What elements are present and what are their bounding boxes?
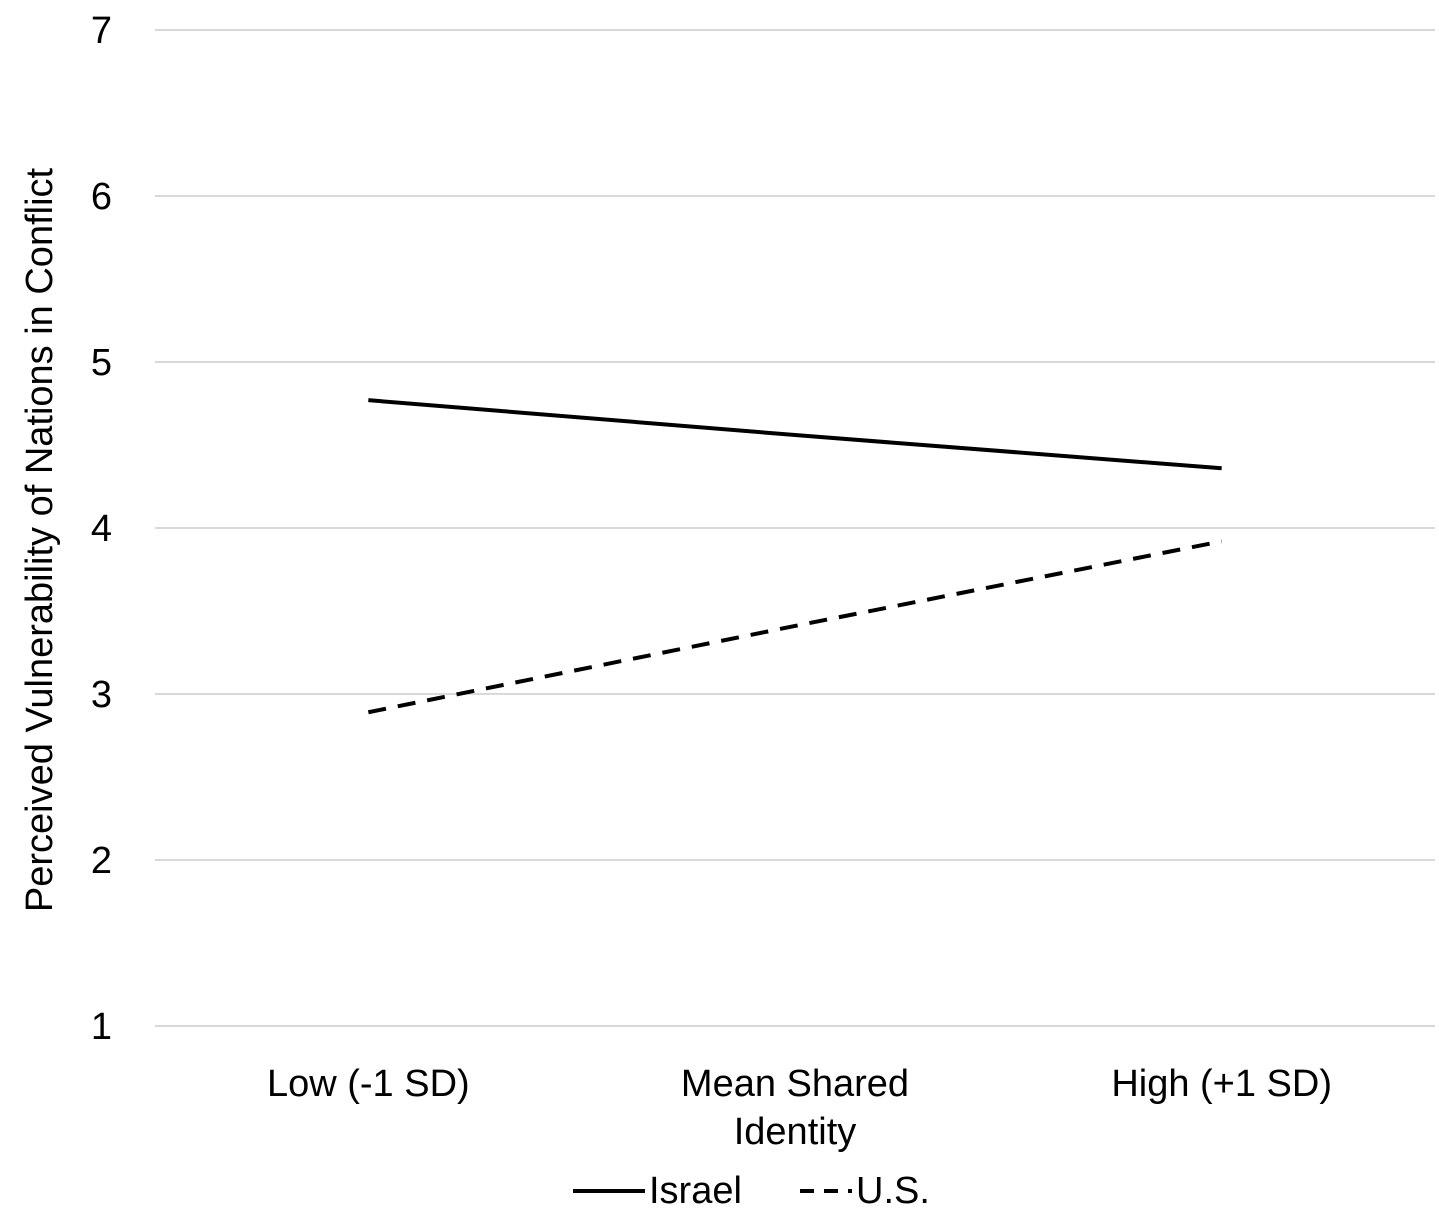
- x-axis-ticks: Low (-1 SD) Mean Shared Identity High (+1 S…: [267, 1063, 1332, 1153]
- legend-label-1: U.S.: [856, 1170, 930, 1212]
- y-tick-label-1: 1: [91, 1006, 112, 1048]
- y-tick-label-6: 6: [91, 176, 112, 218]
- y-tick-label-5: 5: [91, 342, 112, 384]
- y-axis-title: Perceived Vulnerability of Nations in Co…: [19, 167, 61, 912]
- y-axis-ticks: 1 2 3 4 5 6 7: [91, 10, 112, 1048]
- y-tick-label-7: 7: [91, 10, 112, 52]
- x-tick-label-0: Low (-1 SD): [267, 1063, 470, 1105]
- series-line-u-s: [367, 539, 1223, 715]
- series-lines: [367, 398, 1223, 715]
- legend-label-0: Israel: [649, 1170, 742, 1212]
- legend: Israel U.S.: [573, 1170, 930, 1212]
- x-tick-label-2: High (+1 SD): [1111, 1063, 1332, 1105]
- x-tick-label-1: Mean Shared Identity: [681, 1063, 909, 1153]
- series-line-israel: [368, 398, 1222, 471]
- y-tick-label-3: 3: [91, 674, 112, 716]
- gridlines: [155, 29, 1435, 1027]
- y-tick-label-2: 2: [91, 840, 112, 882]
- y-tick-label-4: 4: [91, 508, 112, 550]
